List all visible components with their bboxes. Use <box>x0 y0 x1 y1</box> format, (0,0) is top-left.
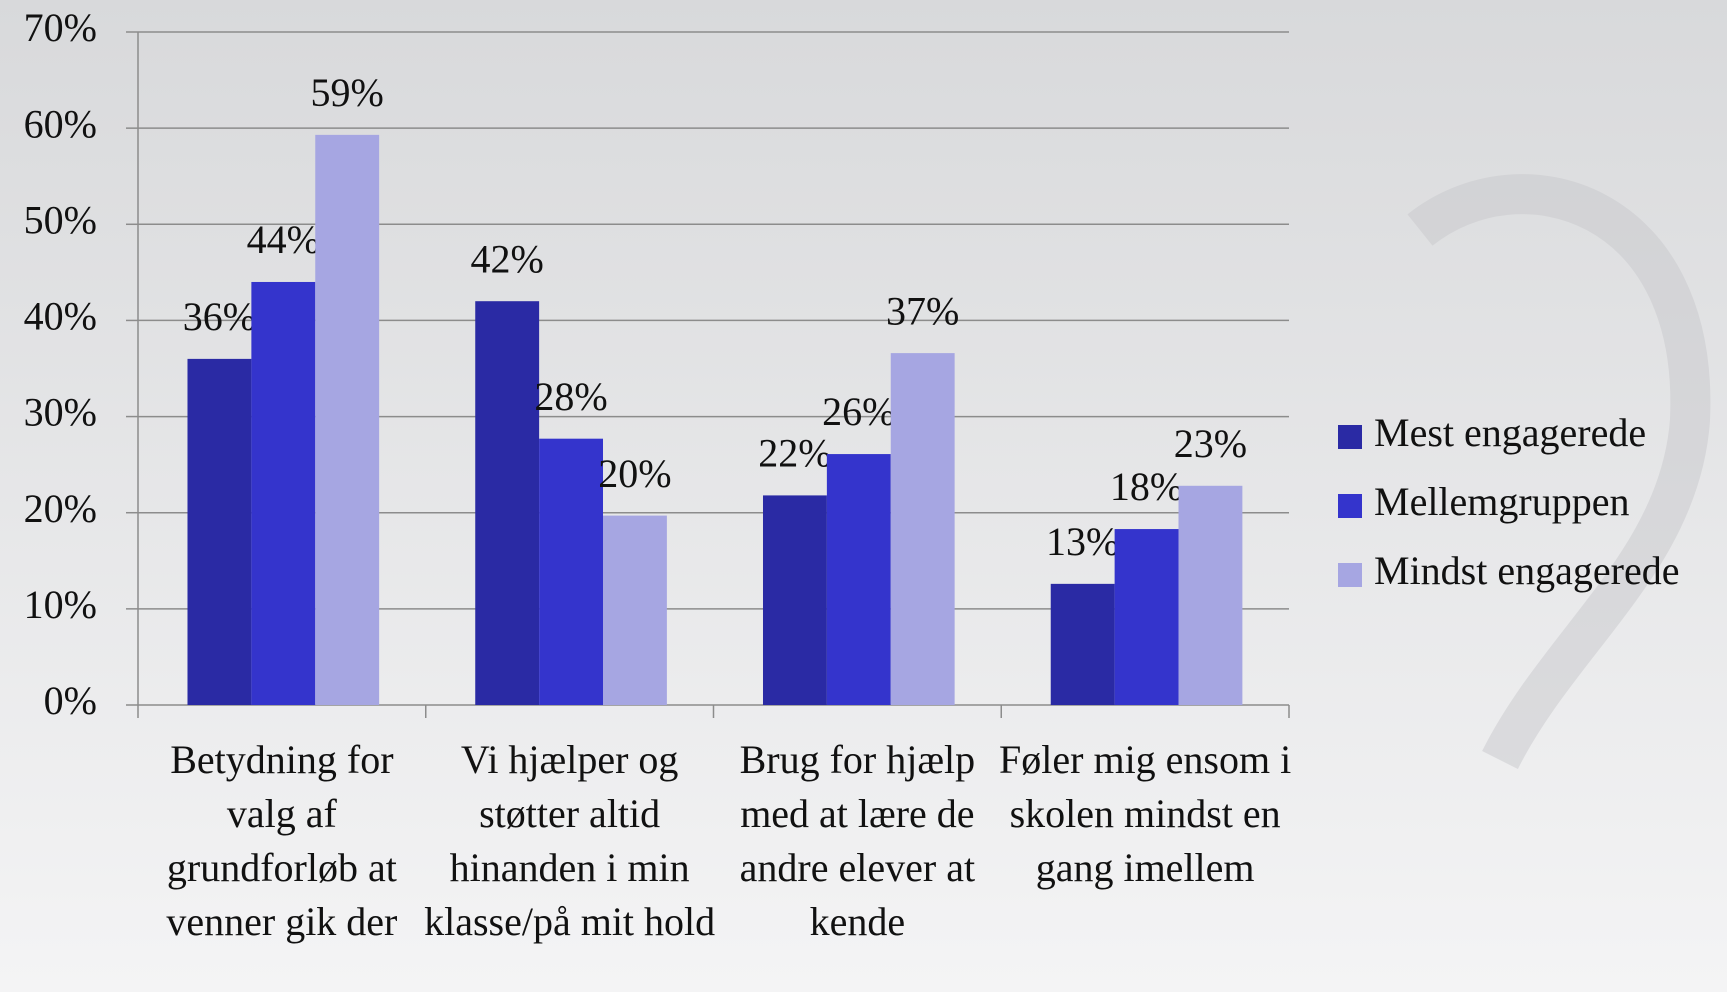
legend-label: Mindst engagerede <box>1374 548 1679 593</box>
data-label: 22% <box>758 431 831 476</box>
y-tick-label: 70% <box>24 5 97 50</box>
bar <box>890 353 955 705</box>
y-tick-label: 10% <box>24 582 97 627</box>
data-label: 37% <box>886 288 959 333</box>
data-label: 18% <box>1110 464 1183 509</box>
bar <box>315 134 380 705</box>
bar <box>826 454 891 705</box>
bar <box>475 301 540 705</box>
y-tick-label: 20% <box>24 486 97 531</box>
background-decoration <box>1407 174 1711 770</box>
y-tick-label: 40% <box>24 294 97 339</box>
legend-label: Mest engagerede <box>1374 410 1646 455</box>
bar <box>603 515 667 705</box>
data-label: 59% <box>311 70 384 115</box>
bar <box>187 358 252 705</box>
bar <box>539 438 604 705</box>
y-tick-label: 0% <box>44 678 97 723</box>
legend-swatch <box>1338 494 1362 518</box>
data-label: 13% <box>1046 519 1119 564</box>
data-label: 42% <box>471 236 544 281</box>
legend-swatch <box>1338 425 1362 449</box>
x-tick-label: Betydning for valg af grundforløb at ven… <box>166 737 398 944</box>
data-label: 44% <box>247 217 320 262</box>
bar <box>1050 583 1115 705</box>
x-tick-label: Vi hjælper og støtter altid hinanden i m… <box>424 737 716 944</box>
bar <box>1178 485 1243 705</box>
y-tick-label: 60% <box>24 101 97 146</box>
data-label: 26% <box>822 389 895 434</box>
x-tick-label: Føler mig ensom i skolen mindst en gang … <box>999 737 1292 890</box>
legend-label: Mellemgruppen <box>1374 479 1630 524</box>
bar <box>762 495 827 705</box>
data-label: 28% <box>534 374 607 419</box>
bar <box>1114 529 1179 705</box>
x-tick-label: Brug for hjælp med at lære de andre elev… <box>739 737 976 944</box>
data-label: 20% <box>598 451 671 496</box>
data-label: 23% <box>1174 421 1247 466</box>
data-label: 36% <box>183 294 256 339</box>
bar <box>251 281 316 705</box>
legend-swatch <box>1338 563 1362 587</box>
y-tick-label: 50% <box>24 197 97 242</box>
y-tick-label: 30% <box>24 390 97 435</box>
